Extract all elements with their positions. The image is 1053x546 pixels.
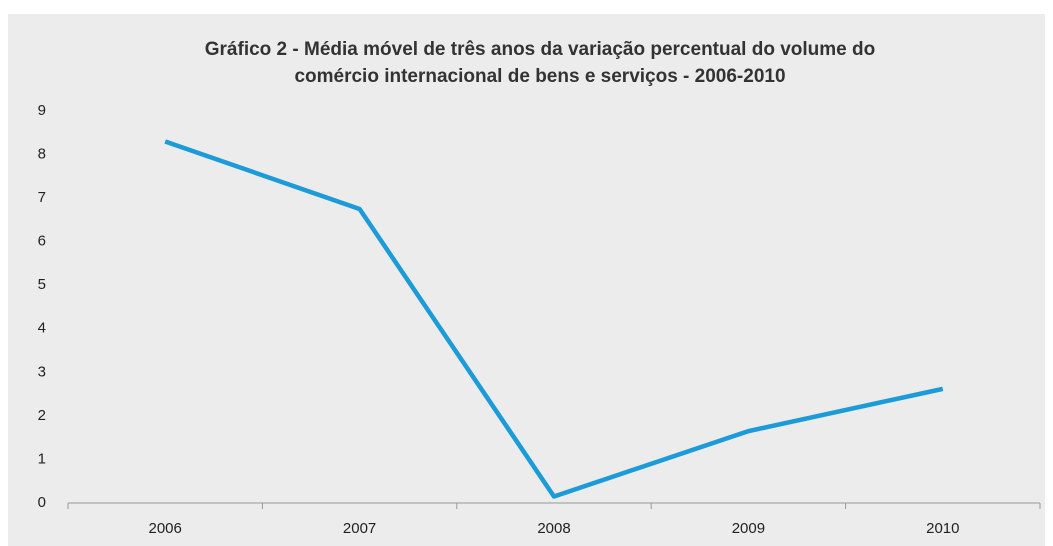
x-tick-label: 2009 [732, 520, 765, 537]
chart-title: Gráfico 2 - Média móvel de três anos da … [205, 39, 875, 60]
x-tick-label: 2008 [537, 520, 570, 537]
chart-background [8, 14, 1045, 546]
x-tick-label: 2010 [926, 520, 959, 537]
y-tick-label: 4 [38, 320, 46, 337]
y-tick-label: 6 [38, 233, 46, 250]
y-tick-label: 8 [38, 146, 46, 163]
y-tick-label: 2 [38, 407, 46, 424]
data-line [164, 139, 944, 499]
y-tick-label: 3 [38, 363, 46, 380]
y-tick-label: 7 [38, 189, 46, 206]
y-tick-label: 5 [38, 276, 46, 293]
x-tick-label: 2006 [149, 520, 182, 537]
chart-title: comércio internacional de bens e serviço… [294, 66, 785, 87]
y-tick-label: 1 [38, 450, 46, 467]
x-tick-label: 2007 [343, 520, 376, 537]
y-tick-label: 0 [38, 494, 46, 511]
y-tick-label: 9 [38, 102, 46, 119]
